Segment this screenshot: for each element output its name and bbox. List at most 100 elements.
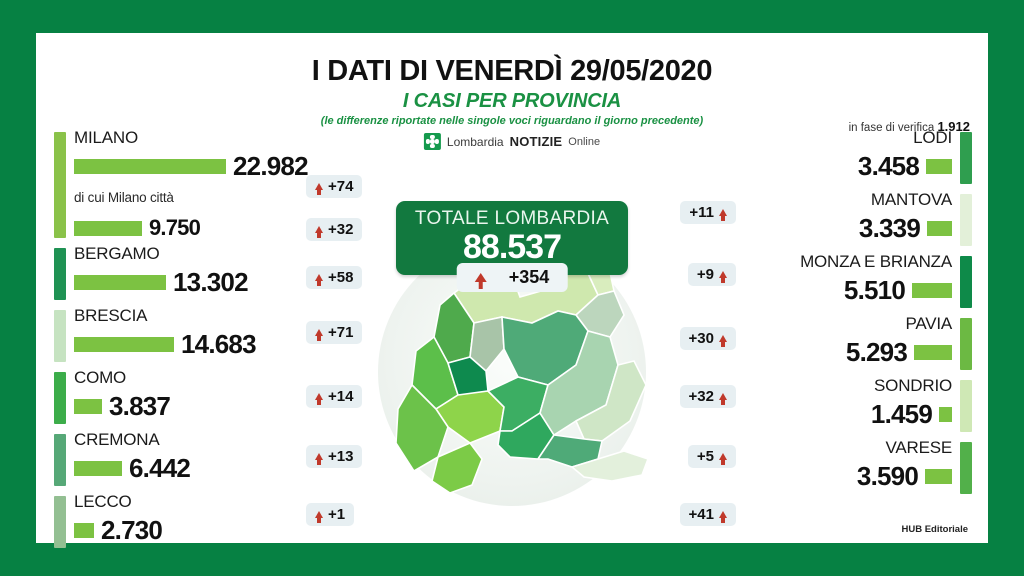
province-bar [74, 220, 142, 236]
province-bar-line: 1.459 [871, 399, 952, 429]
delta-value: +13 [328, 448, 354, 465]
delta-chip: +58 [306, 266, 363, 289]
lombardia-notizie-logo: Lombardia NOTIZIE Online [423, 133, 601, 150]
arrow-up-icon [315, 393, 323, 405]
arrow-up-icon [315, 183, 323, 195]
total-value: 88.537 [463, 228, 562, 266]
province-value: 3.590 [856, 461, 919, 491]
arrow-up-icon [474, 273, 487, 289]
delta-value: +1 [328, 506, 346, 523]
province-row: SONDRIO 1.459 [672, 376, 972, 438]
delta-chip: +9 [687, 263, 736, 286]
delta-value: +5 [696, 448, 714, 465]
delta-chip: +30 [679, 327, 736, 350]
province-value: 5.510 [843, 275, 906, 305]
delta-chip: +13 [306, 445, 363, 468]
province-value: 3.837 [109, 391, 171, 421]
logo-word-notizie: NOTIZIE [509, 134, 563, 149]
lombardia-rose-icon [423, 133, 441, 150]
province-bar [74, 398, 102, 414]
province-row: PAVIA 5.293 [672, 314, 972, 376]
arrow-up-icon [719, 453, 727, 465]
province-bar [74, 336, 174, 352]
province-row: LECCO 2.730 [54, 492, 354, 554]
delta-value: +9 [696, 266, 714, 283]
province-color-swatch [960, 256, 972, 308]
total-lombardia-box: TOTALE LOMBARDIA 88.537 [396, 201, 628, 275]
province-bar-line: 3.339 [859, 213, 952, 243]
in-verifica-text: in fase di verifica [848, 122, 935, 134]
province-bar [939, 406, 952, 422]
province-value: 14.683 [181, 329, 257, 359]
province-value: 6.442 [129, 453, 191, 483]
province-color-swatch [960, 442, 972, 494]
province-name: BERGAMO [74, 244, 160, 263]
left-province-column: MILANO 22.982 di cui Milano città 9.750 BERG… [54, 128, 354, 554]
province-name: di cui Milano città [74, 190, 174, 205]
province-name: SONDRIO [874, 376, 952, 395]
province-name: PAVIA [905, 314, 952, 333]
logo-word-online: Online [568, 135, 601, 148]
province-bar [927, 220, 952, 236]
province-name: LECCO [74, 492, 132, 511]
province-row: LODI 3.458 [672, 128, 972, 190]
province-row: COMO 3.837 [54, 368, 354, 430]
arrow-up-icon [315, 274, 323, 286]
delta-chip: +32 [306, 218, 363, 241]
province-bar [912, 282, 952, 298]
delta-value: +32 [328, 221, 354, 238]
page-title: I DATI DI VENERDÌ 29/05/2020 [311, 55, 713, 87]
province-color-swatch [960, 318, 972, 370]
province-color-swatch [54, 248, 66, 300]
delta-chip: +1 [306, 503, 355, 526]
delta-chip: +41 [679, 503, 736, 526]
province-value: 22.982 [233, 151, 309, 181]
province-name: VARESE [885, 438, 952, 457]
province-bar-line: 5.293 [846, 337, 952, 367]
province-color-swatch [960, 380, 972, 432]
province-color-swatch [960, 194, 972, 246]
arrow-up-icon [719, 335, 727, 347]
province-bar-line: 6.442 [74, 453, 191, 483]
province-color-swatch [54, 434, 66, 486]
province-bar [74, 274, 166, 290]
province-row: di cui Milano città 9.750 [54, 190, 354, 244]
lombardia-map [395, 248, 650, 494]
total-delta-chip: +354 [456, 263, 568, 292]
province-row: VARESE 3.590 [672, 438, 972, 500]
province-value: 3.339 [858, 213, 921, 243]
province-bar-line: 22.982 [74, 151, 309, 181]
province-bar-line: 2.730 [74, 515, 163, 545]
province-row: MANTOVA 3.339 [672, 190, 972, 252]
province-bar-line: 5.510 [844, 275, 952, 305]
infographic-card: I DATI DI VENERDÌ 29/05/2020 I CASI PER … [36, 33, 988, 548]
province-value: 9.750 [149, 215, 201, 240]
arrow-up-icon [315, 329, 323, 341]
delta-value: +41 [688, 506, 714, 523]
province-bar-line: 14.683 [74, 329, 257, 359]
page-note: (le differenze riportate nelle singole v… [320, 115, 704, 127]
province-name: MONZA E BRIANZA [800, 252, 952, 271]
in-verifica-value: 1.912 [937, 119, 970, 134]
arrow-up-icon [719, 209, 727, 221]
province-color-swatch [54, 496, 66, 548]
delta-value: +30 [688, 330, 714, 347]
total-delta-value: +354 [508, 267, 550, 287]
province-value: 3.458 [857, 151, 920, 181]
province-bar-line: 3.458 [858, 151, 952, 181]
province-bar-line: 3.837 [74, 391, 171, 421]
in-verifica-label: in fase di verifica 1.912 [849, 119, 970, 134]
province-row: BERGAMO 13.302 [54, 244, 354, 306]
delta-value: +32 [688, 388, 714, 405]
province-bar-line: 3.590 [857, 461, 952, 491]
province-row: CREMONA 6.442 [54, 430, 354, 492]
delta-chip: +11 [680, 201, 736, 224]
province-row: BRESCIA 14.683 [54, 306, 354, 368]
province-bar [914, 344, 952, 360]
delta-chip: +5 [687, 445, 736, 468]
logo-word-lombardia: Lombardia [446, 134, 504, 149]
province-color-swatch [54, 310, 66, 362]
page-subtitle: I CASI PER PROVINCIA [402, 90, 622, 112]
province-bar-line: 13.302 [74, 267, 249, 297]
province-color-swatch [960, 132, 972, 184]
